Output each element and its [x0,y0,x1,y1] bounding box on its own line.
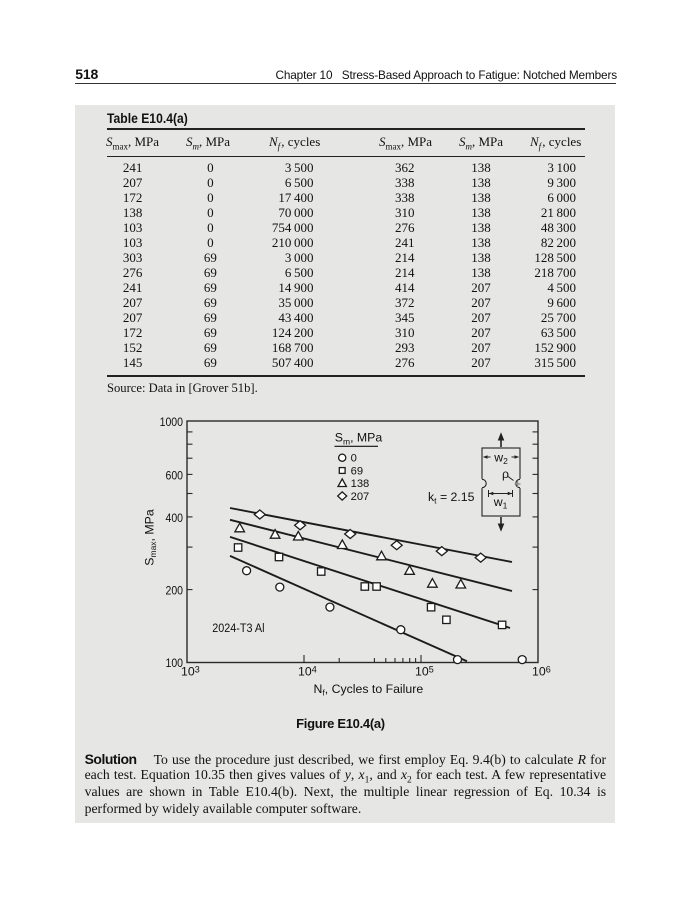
svg-text:106: 106 [532,664,551,678]
svg-text:Smax, MPa: Smax, MPa [143,509,159,566]
svg-text:105: 105 [415,664,434,678]
svg-text:w1: w1 [493,495,508,511]
svg-text:103: 103 [181,664,200,678]
svg-text:0: 0 [351,453,357,465]
svg-text:2024-T3 Al: 2024-T3 Al [212,621,264,635]
svg-text:69: 69 [351,465,363,477]
svg-text:100: 100 [166,656,184,670]
svg-text:400: 400 [166,511,184,525]
svg-text:104: 104 [298,664,317,678]
svg-text:200: 200 [166,584,184,598]
svg-text:Nf, Cycles to Failure: Nf, Cycles to Failure [314,682,424,698]
svg-text:600: 600 [166,469,184,483]
svg-text:Sm, MPa: Sm, MPa [335,431,383,447]
svg-text:207: 207 [351,491,370,503]
svg-text:1000: 1000 [160,415,184,429]
svg-text:kt = 2.15: kt = 2.15 [428,490,475,506]
svg-text:138: 138 [351,478,370,490]
svg-text:w2: w2 [493,451,508,467]
svg-text:ρ: ρ [502,467,509,481]
